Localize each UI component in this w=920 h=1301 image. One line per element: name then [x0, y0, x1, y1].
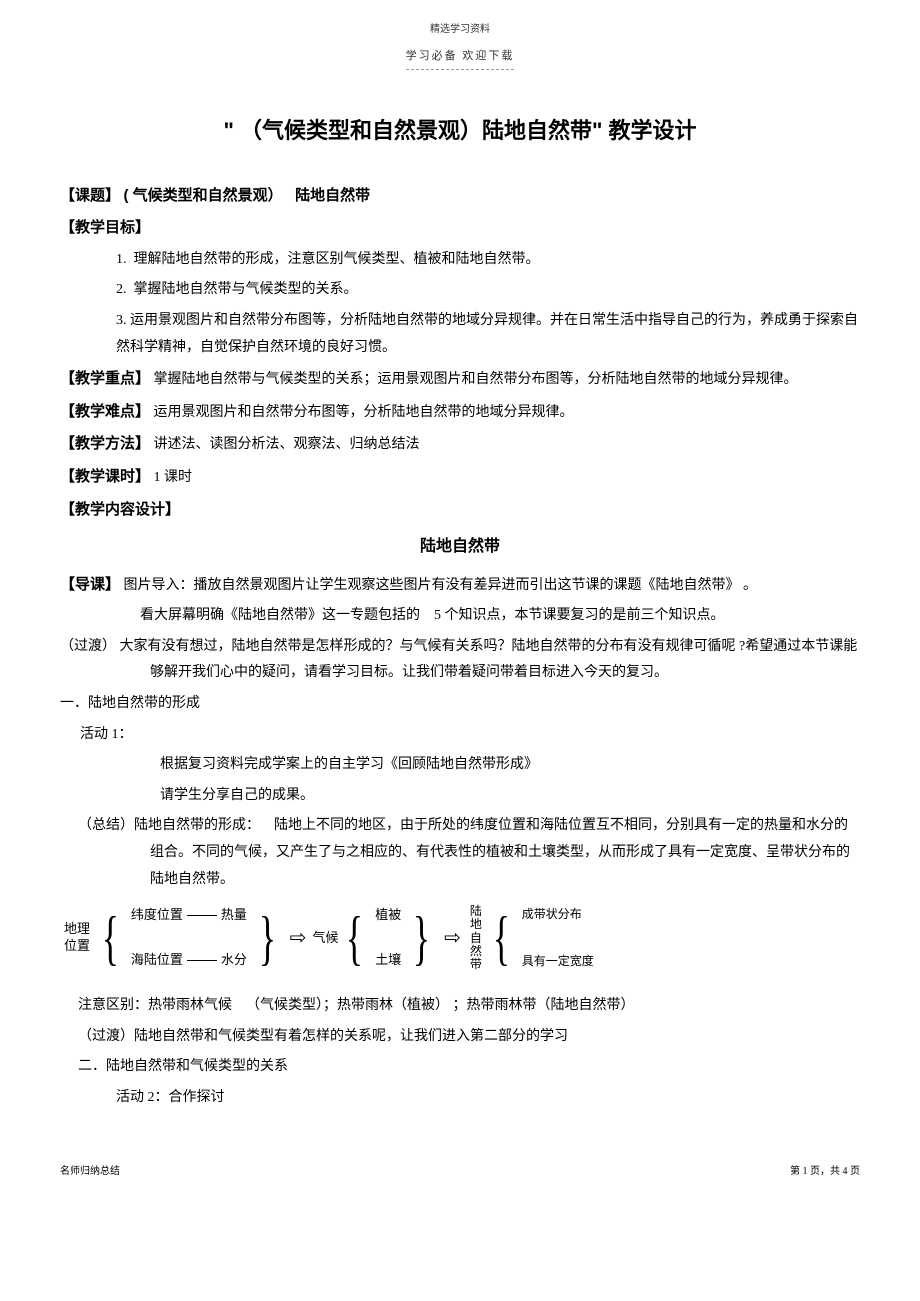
- water-label: 水分: [221, 948, 247, 973]
- footer-left: 名师归纳总结: [60, 1162, 120, 1181]
- bio-col: 植被 土壤: [371, 903, 405, 973]
- position-col: 纬度位置 热量 海陆位置 水分: [127, 903, 251, 973]
- brace-open-2: {: [345, 908, 365, 968]
- lat-position: 纬度位置: [131, 903, 183, 928]
- summary-line: （总结）陆地自然带的形成： 陆地上不同的地区，由于所处的纬度位置和海陆位置互不相…: [60, 813, 860, 893]
- transition-line: （过渡） 大家有没有想过，陆地自然带是怎样形成的？与气候有关系吗？陆地自然带的分…: [60, 634, 860, 687]
- activity1-line-1: 根据复习资料完成学案上的自主学习《回顾陆地自然带形成》: [60, 752, 860, 779]
- difficulty-text: 运用景观图片和自然带分布图等，分析陆地自然带的地域分异规律。: [150, 405, 574, 420]
- difficulty-label: 【教学难点】: [60, 403, 150, 420]
- difficulty-line: 【教学难点】 运用景观图片和自然带分布图等，分析陆地自然带的地域分异规律。: [60, 398, 860, 427]
- goals-label-line: 【教学目标】: [60, 214, 860, 243]
- brace-close-1: }: [257, 908, 277, 968]
- goals-label: 【教学目标】: [60, 219, 150, 236]
- vegetation-label: 植被: [375, 903, 401, 928]
- soil-label: 土壤: [375, 948, 401, 973]
- activity2-line: 活动 2：合作探讨: [60, 1085, 860, 1112]
- topic-label: 【课题】: [60, 187, 120, 204]
- output-col: 成带状分布 具有一定宽度: [518, 903, 594, 973]
- output-top: 成带状分布: [522, 903, 594, 926]
- summary-text: 陆地自然带的形成： 陆地上不同的地区，由于所处的纬度位置和海陆位置互不相同，分别…: [134, 818, 850, 886]
- connector-icon: [187, 915, 217, 916]
- center-heading: 陆地自然带: [60, 532, 860, 562]
- goal-1: 1. 理解陆地自然带的形成，注意区别气候类型、植被和陆地自然带。: [60, 247, 860, 274]
- focus-text: 掌握陆地自然带与气候类型的关系；运用景观图片和自然带分布图等，分析陆地自然带的地…: [150, 372, 798, 387]
- header-sub: 学习必备 欢迎下载: [406, 46, 515, 70]
- brace-open-1: {: [101, 908, 121, 968]
- intro-text-1: 图片导入：播放自然景观图片让学生观察这些图片有没有差异进而引出这节课的课题《陆地…: [120, 578, 757, 593]
- header-top: 精选学习资料: [60, 20, 860, 39]
- method-text: 讲述法、读图分析法、观察法、归纳总结法: [150, 437, 420, 452]
- transition2-line: （过渡）陆地自然带和气候类型有着怎样的关系呢，让我们进入第二部分的学习: [60, 1024, 860, 1051]
- note-line: 注意区别：热带雨林气候 （气候类型）；热带雨林（植被） ；热带雨林带（陆地自然带…: [60, 993, 860, 1020]
- formation-diagram: 地理 位置 { 纬度位置 热量 海陆位置 水分 } ⇨ 气候 { 植被 土壤 }…: [60, 903, 860, 973]
- intro-line-2: 看大屏幕明确《陆地自然带》这一专题包括的 5 个知识点，本节课要复习的是前三个知…: [60, 603, 860, 630]
- activity1-label: 活动 1：: [60, 722, 860, 749]
- summary-label: （总结）: [78, 818, 134, 833]
- part2-title: 二．陆地自然带和气候类型的关系: [60, 1054, 860, 1081]
- diagram-left-label: 地理 位置: [60, 921, 94, 955]
- part1-title: 一．陆地自然带的形成: [60, 691, 860, 718]
- goal-2: 2. 掌握陆地自然带与气候类型的关系。: [60, 277, 860, 304]
- page-footer: 名师归纳总结 第 1 页，共 4 页: [60, 1152, 860, 1181]
- transition-text: 大家有没有想过，陆地自然带是怎样形成的？与气候有关系吗？陆地自然带的分布有没有规…: [116, 639, 857, 681]
- arrow-icon: ⇨: [284, 919, 313, 957]
- activity1-line-2: 请学生分享自己的成果。: [60, 783, 860, 810]
- header-sub-wrap: 学习必备 欢迎下载: [60, 43, 860, 110]
- intro-line-1: 【导课】 图片导入：播放自然景观图片让学生观察这些图片有没有差异进而引出这节课的…: [60, 571, 860, 600]
- zone-label: 陆 地 自 然 带: [467, 905, 485, 971]
- connector-icon: [187, 960, 217, 961]
- heat-label: 热量: [221, 903, 247, 928]
- focus-line: 【教学重点】 掌握陆地自然带与气候类型的关系；运用景观图片和自然带分布图等，分析…: [60, 365, 860, 394]
- page-title: " （气候类型和自然景观）陆地自然带" 教学设计: [60, 110, 860, 152]
- topic-text: ( 气候类型和自然景观） 陆地自然带: [124, 187, 371, 204]
- intro-label: 【导课】: [60, 576, 120, 593]
- topic-line: 【课题】 ( 气候类型和自然景观） 陆地自然带: [60, 182, 860, 211]
- brace-close-2: }: [412, 908, 432, 968]
- method-line: 【教学方法】 讲述法、读图分析法、观察法、归纳总结法: [60, 430, 860, 459]
- output-bot: 具有一定宽度: [522, 950, 594, 973]
- footer-right: 第 1 页，共 4 页: [790, 1162, 860, 1181]
- hours-line: 【教学课时】 1 课时: [60, 463, 860, 492]
- content-label-line: 【教学内容设计】: [60, 496, 860, 525]
- brace-open-3: {: [491, 908, 511, 968]
- goal-3: 3. 运用景观图片和自然带分布图等，分析陆地自然带的地域分异规律。并在日常生活中…: [60, 308, 860, 361]
- hours-text: 1 课时: [150, 470, 192, 485]
- focus-label: 【教学重点】: [60, 370, 150, 387]
- method-label: 【教学方法】: [60, 435, 150, 452]
- content-label: 【教学内容设计】: [60, 501, 180, 518]
- arrow-icon: ⇨: [438, 919, 467, 957]
- hours-label: 【教学课时】: [60, 468, 150, 485]
- climate-label: 气候: [312, 926, 338, 951]
- transition-label: （过渡）: [60, 639, 116, 654]
- sea-position: 海陆位置: [131, 948, 183, 973]
